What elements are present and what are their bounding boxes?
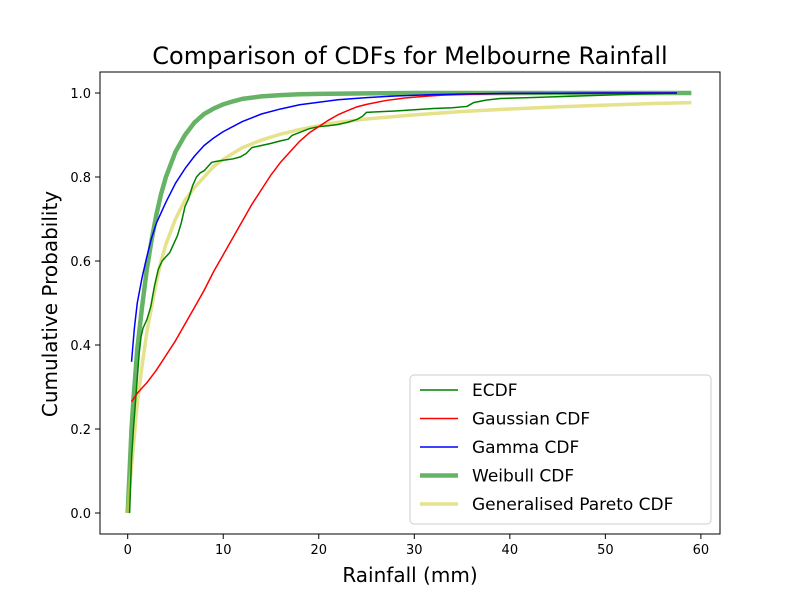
chart-title: Comparison of CDFs for Melbourne Rainfal…	[152, 42, 667, 70]
y-axis-title: Cumulative Probability	[38, 191, 62, 417]
legend: ECDF Gaussian CDF Gamma CDF Weibull CDF Gene…	[409, 374, 712, 525]
x-axis-title: Rainfall (mm)	[342, 563, 477, 587]
legend-label: ECDF	[472, 381, 517, 401]
series-line-ecdf	[128, 92, 678, 514]
x-tick-label: 30	[406, 543, 423, 558]
plot-frame	[99, 71, 721, 535]
series-line-weibull-cdf	[125, 90, 692, 514]
x-tick-label: 60	[693, 543, 710, 558]
x-tick-label: 40	[502, 543, 519, 558]
legend-box	[409, 374, 712, 525]
x-tick-label: 20	[310, 543, 327, 558]
y-tick-label: 0.0	[70, 507, 91, 522]
x-axis-ticks: 0 10 20 30 40 50 60	[124, 534, 710, 558]
series-line-gaussian-cdf	[130, 92, 678, 403]
legend-label: Weibull CDF	[472, 467, 574, 487]
y-tick-label: 0.8	[70, 171, 91, 186]
x-tick-label: 0	[124, 543, 132, 558]
y-axis-ticks: 0.0 0.2 0.4 0.6 0.8 1.0	[70, 87, 100, 522]
plot-area	[99, 71, 721, 535]
y-tick-label: 0.6	[70, 255, 91, 270]
y-tick-label: 1.0	[70, 87, 91, 102]
x-tick-label: 50	[597, 543, 614, 558]
legend-label: Gaussian CDF	[472, 410, 590, 430]
y-tick-label: 0.4	[70, 339, 91, 354]
x-tick-label: 10	[215, 543, 232, 558]
legend-label: Generalised Pareto CDF	[472, 495, 673, 515]
series-line-generalised-pareto-cdf	[125, 100, 692, 514]
y-tick-label: 0.2	[70, 423, 91, 438]
series-line-gamma-cdf	[130, 92, 678, 362]
series-group	[125, 90, 692, 514]
legend-label: Gamma CDF	[472, 438, 579, 458]
